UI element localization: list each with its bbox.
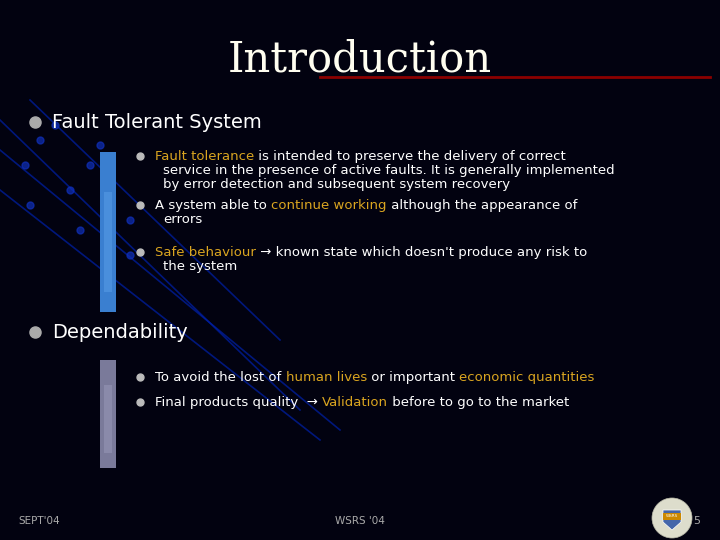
Text: continue working: continue working: [271, 199, 387, 212]
Text: SEPT'04: SEPT'04: [18, 516, 60, 526]
Text: Fault tolerance: Fault tolerance: [155, 150, 254, 163]
Text: WSRS: WSRS: [666, 514, 678, 518]
Bar: [104, 192, 112, 292]
Text: → known state which doesn't produce any risk to: → known state which doesn't produce any …: [256, 246, 587, 259]
Text: errors: errors: [163, 213, 202, 226]
Circle shape: [652, 498, 692, 538]
Text: Validation: Validation: [322, 396, 388, 409]
Text: Introduction: Introduction: [228, 38, 492, 80]
Text: Safe behaviour: Safe behaviour: [155, 246, 256, 259]
Text: the system: the system: [163, 260, 238, 273]
Polygon shape: [663, 510, 681, 530]
Text: WSRS '04: WSRS '04: [335, 516, 385, 526]
Bar: [663, 513, 681, 520]
Text: human lives: human lives: [286, 371, 366, 384]
Text: although the appearance of: although the appearance of: [387, 199, 577, 212]
Text: service in the presence of active faults. It is generally implemented: service in the presence of active faults…: [163, 164, 615, 177]
Text: Final products quality  →: Final products quality →: [155, 396, 322, 409]
Text: A system able to: A system able to: [155, 199, 271, 212]
Text: 5: 5: [693, 516, 700, 526]
Bar: [100, 360, 116, 468]
Text: Dependability: Dependability: [52, 322, 188, 341]
Text: Fault Tolerant System: Fault Tolerant System: [52, 112, 262, 132]
Text: before to go to the market: before to go to the market: [388, 396, 570, 409]
Bar: [104, 385, 112, 453]
Text: or important: or important: [366, 371, 459, 384]
Bar: [100, 152, 116, 312]
Text: To avoid the lost of: To avoid the lost of: [155, 371, 286, 384]
Text: is intended to preserve the delivery of correct: is intended to preserve the delivery of …: [254, 150, 566, 163]
Text: economic quantities: economic quantities: [459, 371, 595, 384]
Text: by error detection and subsequent system recovery: by error detection and subsequent system…: [163, 178, 510, 191]
